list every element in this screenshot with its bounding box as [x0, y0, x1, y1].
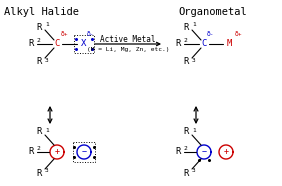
- Text: R: R: [175, 39, 181, 49]
- Text: R: R: [183, 23, 189, 31]
- Text: δ-: δ-: [207, 31, 215, 36]
- Text: 3: 3: [45, 169, 49, 174]
- Text: R: R: [183, 57, 189, 67]
- Text: δ-: δ-: [87, 31, 94, 36]
- Text: 2: 2: [183, 39, 187, 44]
- Text: R: R: [36, 169, 42, 177]
- Text: 2: 2: [183, 147, 187, 152]
- Text: C: C: [54, 39, 60, 49]
- Text: R: R: [36, 57, 42, 67]
- Text: R: R: [175, 147, 181, 156]
- Text: Organometal: Organometal: [178, 7, 247, 17]
- Text: 3: 3: [45, 59, 49, 63]
- Text: 3: 3: [192, 59, 196, 63]
- Text: 1: 1: [192, 127, 196, 132]
- Text: Active Metal: Active Metal: [100, 34, 156, 44]
- Text: 2: 2: [36, 39, 40, 44]
- Text: M: M: [226, 39, 232, 49]
- Text: 1: 1: [192, 23, 196, 28]
- Text: (M = Li, Mg, Zn, etc.): (M = Li, Mg, Zn, etc.): [87, 47, 169, 52]
- Text: R: R: [36, 23, 42, 31]
- Text: δ+: δ+: [61, 31, 69, 36]
- Text: +: +: [54, 147, 60, 156]
- Text: R: R: [28, 147, 34, 156]
- Text: X: X: [81, 39, 87, 49]
- Text: Alkyl Halide: Alkyl Halide: [4, 7, 79, 17]
- Text: 1: 1: [45, 23, 49, 28]
- Text: 2: 2: [36, 147, 40, 152]
- Text: R: R: [28, 39, 34, 49]
- Text: R: R: [183, 127, 189, 137]
- Text: R: R: [183, 169, 189, 177]
- Text: +: +: [224, 147, 228, 156]
- Text: δ+: δ+: [235, 31, 243, 36]
- Text: 1: 1: [45, 127, 49, 132]
- Text: −: −: [81, 147, 87, 156]
- Text: C: C: [201, 39, 207, 49]
- Text: 3: 3: [192, 169, 196, 174]
- Text: −: −: [202, 147, 206, 156]
- Text: R: R: [36, 127, 42, 137]
